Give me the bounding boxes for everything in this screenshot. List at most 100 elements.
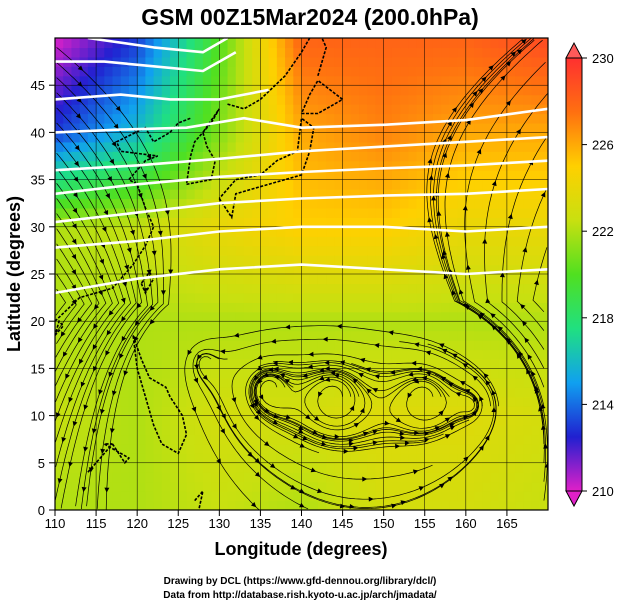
temperature-cell: [506, 387, 516, 398]
temperature-cell: [350, 500, 360, 510]
streamline-arrow: [122, 281, 128, 288]
temperature-cell: [227, 217, 237, 228]
temperature-cell: [342, 321, 352, 332]
temperature-cell: [55, 443, 64, 454]
temperature-cell: [178, 255, 188, 266]
temperature-cell: [63, 434, 73, 445]
temperature-cell: [293, 56, 303, 67]
temperature-cell: [63, 85, 73, 96]
temperature-cell: [449, 462, 459, 473]
temperature-cell: [531, 160, 541, 171]
temperature-cell: [531, 396, 541, 407]
temperature-cell: [334, 368, 344, 379]
temperature-cell: [186, 472, 196, 483]
contour-line: [55, 135, 548, 172]
temperature-cell: [424, 330, 434, 341]
temperature-cell: [367, 377, 377, 388]
temperature-cell: [202, 245, 212, 256]
temperature-cell: [326, 434, 335, 445]
temperature-cell: [96, 189, 105, 200]
temperature-cell: [145, 462, 155, 473]
temperature-cell: [449, 236, 459, 247]
temperature-cell: [235, 189, 245, 200]
temperature-cell: [194, 406, 204, 417]
temperature-cell: [170, 415, 179, 426]
temperature-cell: [96, 75, 105, 86]
temperature-cell: [334, 340, 344, 351]
temperature-cell: [432, 406, 442, 417]
temperature-cell: [367, 425, 377, 436]
temperature-cell: [432, 113, 442, 124]
streamline-arrow: [249, 403, 255, 409]
streamline-arrow: [324, 377, 331, 382]
temperature-cell: [79, 453, 89, 464]
temperature-cell: [268, 330, 278, 341]
temperature-cell: [367, 38, 377, 49]
temperature-cell: [63, 425, 73, 436]
temperature-cell: [457, 472, 467, 483]
temperature-cell: [161, 443, 171, 454]
temperature-cell: [408, 472, 418, 483]
streamline-arrow: [372, 440, 378, 446]
temperature-cell: [490, 330, 500, 341]
temperature-cell: [465, 132, 475, 143]
temperature-cell: [202, 207, 212, 218]
temperature-cell: [285, 198, 294, 209]
temperature-cell: [441, 104, 450, 115]
streamline-arrow: [482, 238, 488, 244]
temperature-cell: [186, 481, 196, 492]
temperature-cell: [276, 274, 286, 285]
temperature-cell: [186, 245, 196, 256]
temperature-cell: [416, 151, 426, 162]
temperature-cell: [334, 151, 344, 162]
temperature-cell: [482, 179, 492, 190]
temperature-cell: [531, 292, 541, 303]
temperature-cell: [490, 236, 500, 247]
temperature-cell: [211, 406, 220, 417]
temperature-cell: [268, 113, 278, 124]
temperature-cell: [334, 56, 344, 67]
streamline-arrow: [71, 238, 77, 245]
temperature-cell: [63, 189, 73, 200]
temperature-cell: [391, 425, 401, 436]
temperature-cell: [243, 434, 253, 445]
streamline-arrow: [418, 486, 425, 491]
temperature-cell: [153, 189, 163, 200]
temperature-cell: [367, 94, 377, 105]
temperature-cell: [268, 122, 278, 133]
temperature-cell: [268, 170, 278, 181]
temperature-cell: [63, 387, 73, 398]
temperature-cell: [342, 453, 352, 464]
temperature-cell: [252, 311, 262, 322]
temperature-cell: [531, 500, 541, 510]
temperature-cell: [317, 179, 327, 190]
temperature-cell: [342, 472, 352, 483]
temperature-cell: [285, 226, 294, 237]
temperature-cell: [531, 425, 541, 436]
temperature-cell: [375, 472, 385, 483]
temperature-cell: [474, 491, 483, 502]
temperature-cell: [252, 274, 262, 285]
temperature-cell: [252, 132, 262, 143]
temperature-cell: [128, 189, 138, 200]
temperature-cell: [309, 226, 319, 237]
temperature-cell: [498, 425, 508, 436]
temperature-cell: [416, 170, 426, 181]
temperature-cell: [268, 236, 278, 247]
temperature-cell: [128, 462, 138, 473]
temperature-cell: [383, 38, 393, 49]
temperature-cell: [449, 425, 459, 436]
streamline-arrow: [123, 370, 129, 376]
temperature-cell: [186, 207, 196, 218]
temperature-cell: [161, 500, 171, 510]
temperature-cell: [202, 500, 212, 510]
temperature-cell: [449, 292, 459, 303]
temperature-cell: [441, 198, 450, 209]
temperature-cell: [531, 104, 541, 115]
temperature-cell: [227, 462, 237, 473]
temperature-cell: [243, 415, 253, 426]
temperature-cell: [55, 264, 64, 275]
temperature-cell: [252, 189, 262, 200]
temperature-cell: [235, 387, 245, 398]
temperature-cell: [350, 311, 360, 322]
